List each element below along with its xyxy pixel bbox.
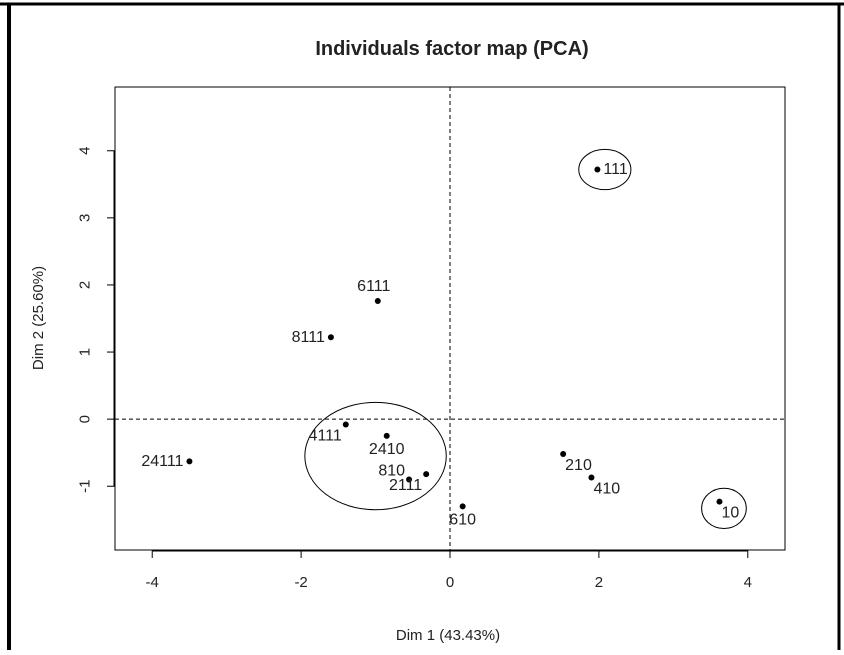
- y-axis-label: Dim 2 (25.60%): [30, 266, 47, 370]
- data-point: [383, 432, 390, 439]
- y-tick-label: 1: [77, 348, 94, 356]
- point-label: 810: [378, 463, 405, 480]
- x-tick-label: 4: [744, 574, 752, 591]
- y-axis: -1 0 1 2 3 4: [77, 147, 115, 493]
- data-point: [588, 474, 595, 481]
- highlight-ellipse: [304, 401, 447, 511]
- data-point: [327, 334, 334, 341]
- point-label: 2410: [369, 441, 405, 458]
- x-axis: -4 -2 0 2 4: [146, 550, 752, 591]
- highlight-ellipse: [578, 148, 632, 191]
- data-point: [342, 421, 349, 428]
- data-point: [716, 498, 723, 505]
- point-label: 4111: [309, 428, 342, 445]
- data-point: [423, 471, 430, 478]
- y-tick-label: 2: [77, 281, 94, 289]
- x-tick-label: -4: [146, 574, 159, 591]
- data-point: [374, 298, 381, 305]
- data-point: [406, 476, 413, 483]
- point-label: 410: [593, 481, 620, 498]
- data-point: [186, 458, 193, 465]
- point-label: 2111: [389, 477, 422, 494]
- x-tick-label: 0: [446, 574, 454, 591]
- y-tick-label: 4: [77, 147, 94, 155]
- point-label: 610: [449, 511, 476, 528]
- y-tick-label: -1: [77, 480, 94, 493]
- y-tick-label: 3: [77, 214, 94, 222]
- point-label: 111: [603, 161, 627, 178]
- x-tick-label: 2: [595, 574, 603, 591]
- y-tick-label: 0: [77, 415, 94, 423]
- x-axis-label: Dim 1 (43.43%): [396, 627, 500, 644]
- chart-title: Individuals factor map (PCA): [315, 38, 588, 60]
- point-label: 10: [721, 505, 739, 522]
- x-tick-label: -2: [294, 574, 307, 591]
- highlight-ellipses: [304, 148, 747, 530]
- data-point: [560, 451, 567, 458]
- data-point: [594, 166, 601, 173]
- point-label: 210: [565, 457, 592, 474]
- point-label: 6111: [357, 278, 390, 295]
- data-point: [459, 503, 466, 510]
- point-label: 24111: [141, 453, 183, 470]
- point-label: 8111: [292, 329, 325, 346]
- highlight-ellipse: [701, 487, 747, 530]
